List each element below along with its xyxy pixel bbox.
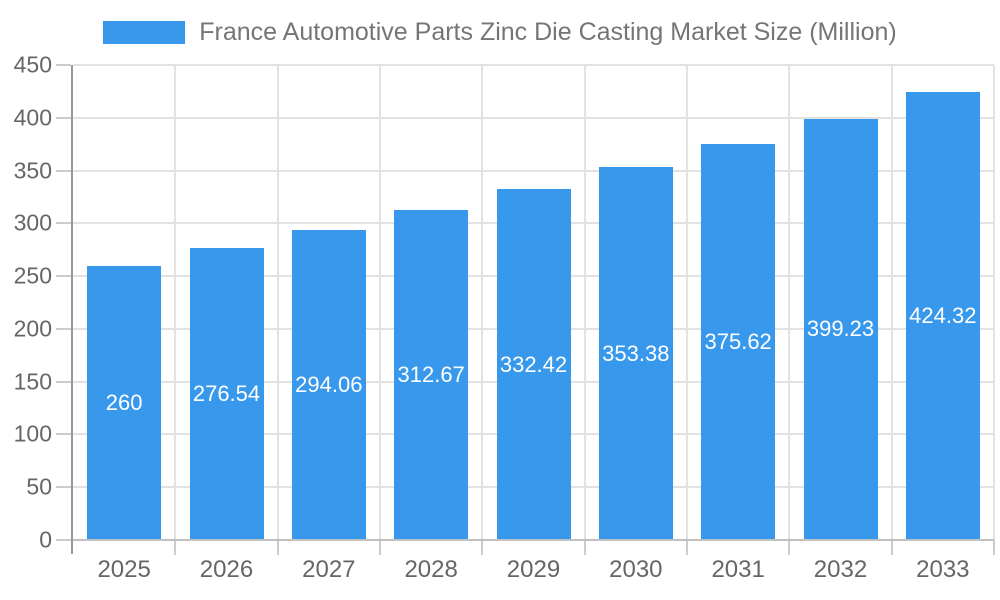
bar-value-label: 375.62 (704, 328, 772, 354)
x-tick-mark-3 (379, 540, 381, 555)
gridline-y-350 (73, 169, 994, 172)
bar-2032: 399.23 (803, 118, 878, 540)
bar-2027: 294.06 (291, 229, 366, 540)
bar-2031: 375.62 (701, 143, 776, 540)
x-tick-mark-4 (481, 540, 483, 555)
x-tick-label-2033: 2033 (916, 556, 970, 583)
gridline-x-7 (788, 65, 790, 540)
gridline-y-450 (73, 64, 994, 66)
y-tick-mark-450 (56, 64, 71, 66)
y-tick-label-50: 50 (26, 473, 52, 500)
y-tick-mark-350 (56, 169, 71, 172)
bar-value-label: 294.06 (295, 371, 363, 397)
y-tick-label-350: 350 (13, 157, 52, 184)
gridline-x-4 (481, 65, 483, 540)
y-tick-label-150: 150 (13, 368, 52, 395)
bar-value-label: 332.42 (499, 351, 568, 377)
gridline-x-6 (686, 65, 688, 540)
bar-value-label: 312.67 (397, 361, 465, 387)
y-tick-label-100: 100 (13, 420, 52, 447)
x-tick-label-2030: 2030 (609, 556, 663, 583)
bar-2025: 260 (87, 265, 162, 540)
x-tick-mark-7 (788, 540, 790, 555)
bar-value-label: 276.54 (192, 381, 261, 407)
bar-2033: 424.32 (905, 92, 980, 540)
y-tick-mark-200 (56, 327, 71, 330)
bar-value-label: 424.32 (909, 303, 977, 329)
x-tick-mark-8 (891, 540, 893, 555)
bar-2030: 353.38 (598, 167, 673, 540)
y-tick-label-300: 300 (13, 209, 52, 236)
y-tick-label-200: 200 (13, 315, 52, 342)
y-tick-mark-100 (56, 433, 71, 436)
bar-value-label: 260 (105, 389, 143, 415)
plot-area: 260 276.54 294.06 312.67 332.42 353.38 375.62 3… (71, 64, 995, 554)
gridline-x-9 (993, 65, 995, 540)
x-tick-label-2026: 2026 (199, 556, 254, 583)
y-tick-mark-150 (56, 380, 71, 383)
gridline-x-3 (379, 65, 381, 540)
gridline-x-8 (891, 65, 893, 540)
y-tick-mark-250 (56, 275, 71, 278)
x-tick-label-2031: 2031 (711, 556, 765, 583)
x-tick-label-2027: 2027 (302, 556, 356, 583)
x-tick-mark-1 (174, 540, 176, 555)
x-tick-mark-5 (584, 540, 586, 555)
y-tick-label-250: 250 (13, 262, 52, 289)
x-tick-label-2029: 2029 (506, 556, 561, 583)
legend: France Automotive Parts Zinc Die Casting… (0, 14, 1000, 50)
y-tick-mark-50 (56, 486, 71, 489)
bar-2028: 312.67 (394, 209, 469, 540)
y-tick-label-450: 450 (13, 51, 52, 78)
gridline-x-1 (174, 65, 176, 540)
bar-value-label: 353.38 (602, 340, 670, 366)
y-axis-line (71, 65, 73, 554)
gridline-x-2 (277, 65, 279, 540)
bar-2029: 332.42 (496, 189, 571, 540)
x-tick-mark-6 (686, 540, 688, 555)
y-tick-mark-400 (56, 116, 71, 119)
x-axis-line (73, 539, 994, 541)
x-tick-label-2025: 2025 (97, 556, 151, 583)
x-tick-label-2032: 2032 (813, 556, 868, 583)
y-tick-mark-0 (56, 539, 71, 541)
y-tick-label-0: 0 (39, 526, 52, 553)
y-tick-label-400: 400 (13, 104, 52, 131)
y-tick-mark-300 (56, 222, 71, 225)
x-tick-label-2028: 2028 (404, 556, 458, 583)
gridline-y-400 (73, 116, 994, 119)
x-tick-mark-2 (277, 540, 279, 555)
legend-swatch (103, 20, 186, 44)
x-tick-mark-9 (993, 540, 995, 555)
gridline-x-5 (584, 65, 586, 540)
bar-value-label: 399.23 (806, 316, 875, 342)
chart-title: France Automotive Parts Zinc Die Casting… (199, 17, 897, 46)
bar-2026: 276.54 (189, 248, 264, 540)
